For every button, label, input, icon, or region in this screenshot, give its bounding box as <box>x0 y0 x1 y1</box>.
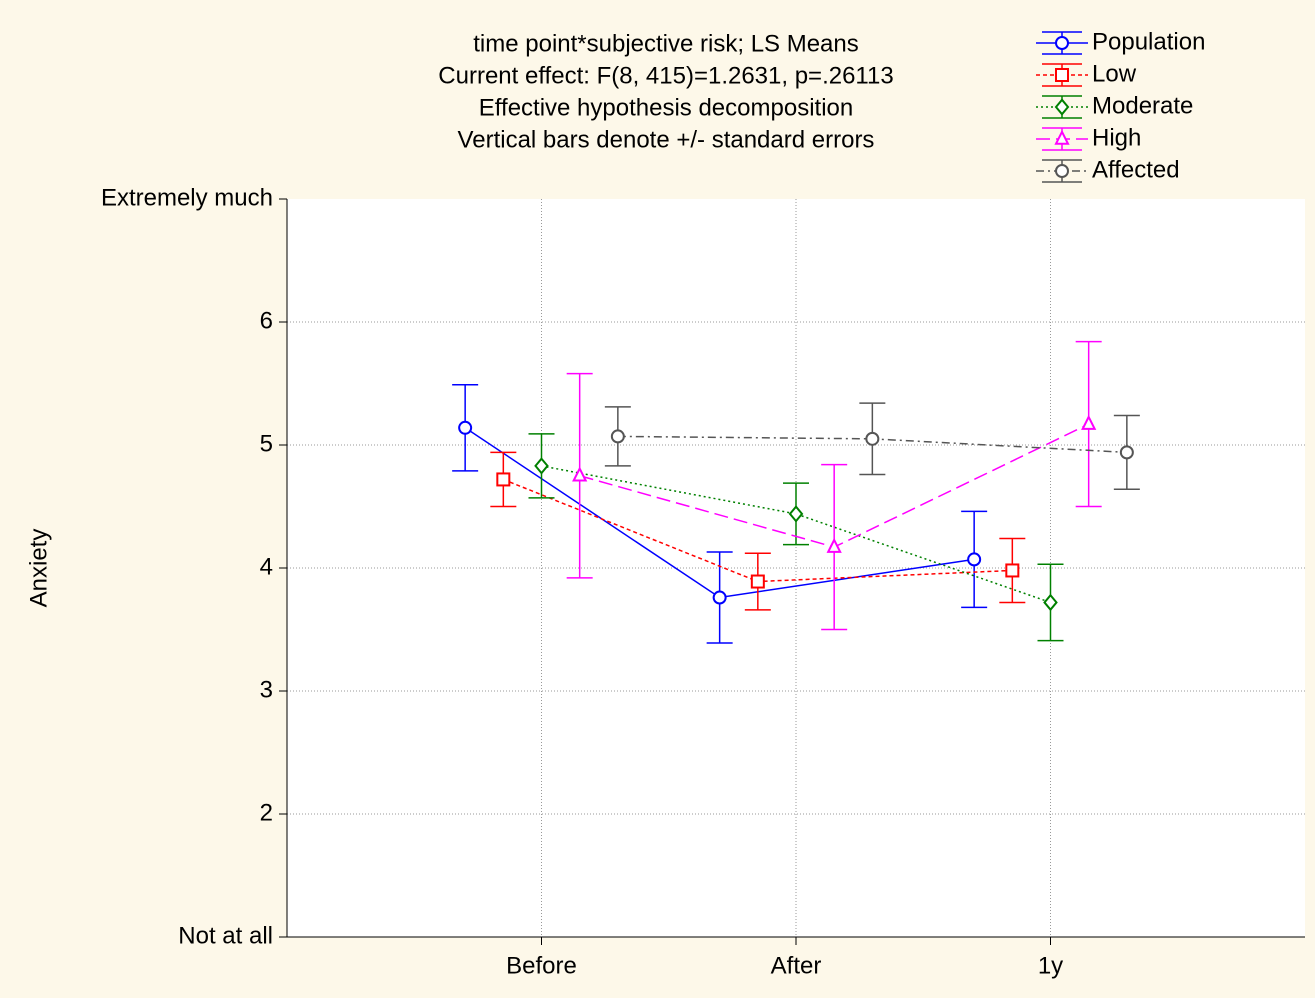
marker <box>1081 414 1097 430</box>
chart-title: Vertical bars denote +/- standard errors <box>458 126 875 153</box>
y-tick-label: 5 <box>260 430 273 457</box>
y-axis-label: Anxiety <box>25 529 52 608</box>
legend-label: Moderate <box>1092 92 1193 119</box>
chart-title: time point*subjective risk; LS Means <box>473 30 859 57</box>
series-line <box>541 465 1051 604</box>
y-tick-label: Extremely much <box>101 184 273 211</box>
marker <box>534 457 549 475</box>
y-tick-label: Not at all <box>178 922 273 949</box>
marker <box>572 466 588 482</box>
marker <box>610 429 625 444</box>
y-tick-label: 3 <box>260 676 273 703</box>
marker <box>496 472 511 487</box>
marker <box>865 431 880 446</box>
marker <box>967 552 982 567</box>
x-tick-label: 1y <box>1038 952 1063 979</box>
legend-marker <box>1055 36 1069 50</box>
marker <box>1119 445 1134 460</box>
x-tick-label: Before <box>506 952 577 979</box>
legend-marker <box>1054 129 1070 145</box>
marker <box>826 537 842 553</box>
marker <box>788 505 804 523</box>
x-tick-label: After <box>771 952 822 979</box>
marker <box>1043 593 1058 612</box>
marker <box>750 574 765 589</box>
legend-marker <box>1054 98 1070 116</box>
legend-label: Affected <box>1092 156 1180 183</box>
chart-title: Current effect: F(8, 415)=1.2631, p=.261… <box>438 62 893 89</box>
marker <box>712 590 727 605</box>
y-tick-label: 4 <box>260 553 273 580</box>
legend-label: Population <box>1092 28 1205 55</box>
y-tick-label: 6 <box>260 307 273 334</box>
legend-marker <box>1055 68 1069 82</box>
marker <box>458 420 473 435</box>
legend-label: Low <box>1092 60 1137 87</box>
legend-label: High <box>1092 124 1141 151</box>
legend-marker <box>1055 164 1069 178</box>
marker <box>1005 563 1020 578</box>
chart-title: Effective hypothesis decomposition <box>479 94 853 121</box>
y-tick-label: 2 <box>260 799 273 826</box>
